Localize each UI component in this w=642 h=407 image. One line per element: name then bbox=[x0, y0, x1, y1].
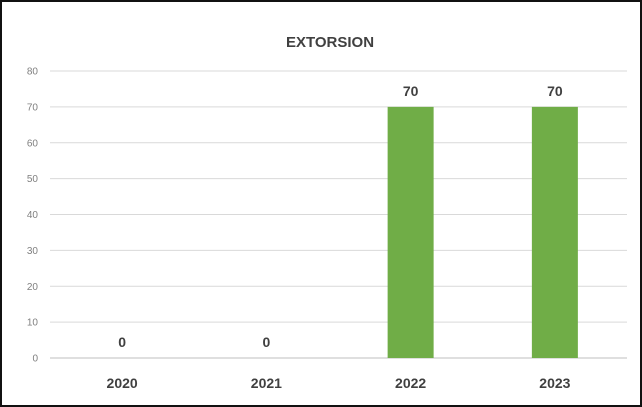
y-tick-label: 60 bbox=[27, 138, 39, 149]
y-tick-label: 40 bbox=[27, 210, 39, 221]
bar-2022 bbox=[387, 106, 434, 358]
y-tick-label: 0 bbox=[32, 354, 38, 365]
bar-2023 bbox=[531, 106, 578, 358]
x-tick-label-2021: 2021 bbox=[251, 375, 282, 391]
y-tick-label: 10 bbox=[27, 318, 39, 329]
y-tick-label: 50 bbox=[27, 174, 39, 185]
bars bbox=[387, 106, 578, 358]
gridlines bbox=[50, 70, 627, 359]
y-tick-label: 80 bbox=[27, 67, 39, 78]
x-tick-label-2023: 2023 bbox=[539, 375, 570, 391]
y-tick-label: 20 bbox=[27, 282, 39, 293]
data-label-2023: 70 bbox=[547, 83, 563, 99]
data-label-2022: 70 bbox=[403, 83, 419, 99]
data-label-2021: 0 bbox=[262, 334, 270, 350]
y-tick-label: 70 bbox=[27, 102, 39, 113]
y-axis-ticks: 0 10 20 30 40 50 60 70 80 bbox=[27, 67, 39, 365]
x-axis-ticks: 2020 2021 2022 2023 bbox=[107, 375, 571, 391]
x-tick-label-2022: 2022 bbox=[395, 375, 426, 391]
data-label-2020: 0 bbox=[118, 334, 126, 350]
y-tick-label: 30 bbox=[27, 246, 39, 257]
chart-title: EXTORSION bbox=[286, 34, 374, 51]
data-labels: 0 0 70 70 bbox=[118, 83, 563, 350]
x-tick-label-2020: 2020 bbox=[107, 375, 138, 391]
